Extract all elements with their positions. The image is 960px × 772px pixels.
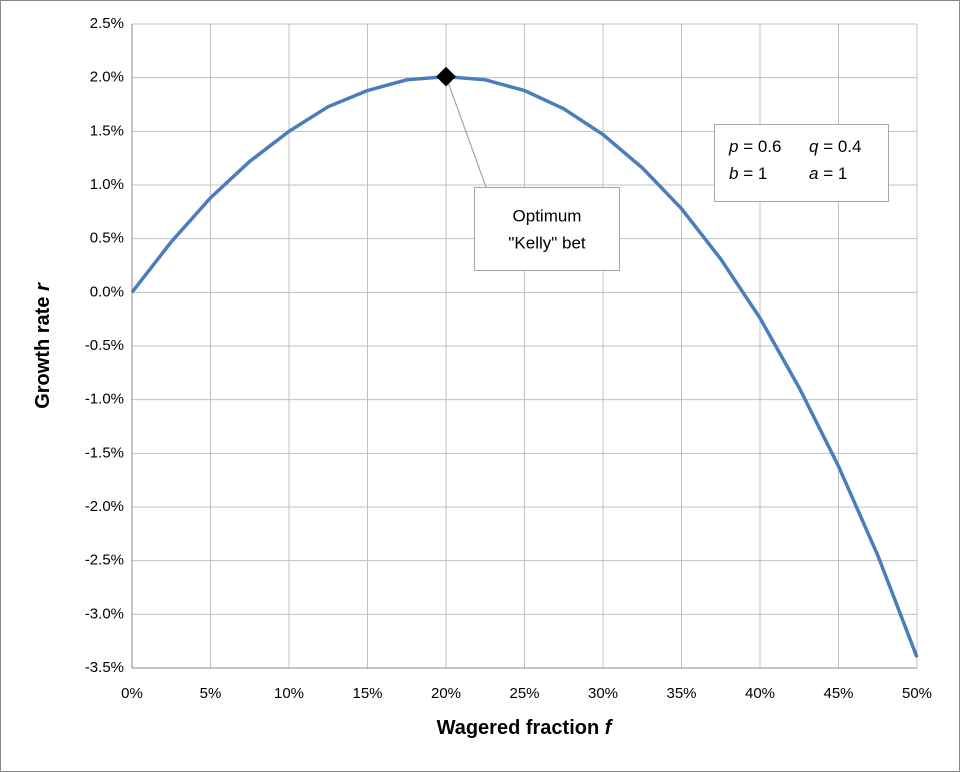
x-tick-label: 15% — [352, 685, 382, 702]
y-tick-label: 1.5% — [90, 122, 124, 139]
x-tick-label: 10% — [274, 685, 304, 702]
parameter-symbol: a — [809, 164, 818, 183]
parameter-symbol: p — [728, 137, 738, 156]
parameter: p = 0.6 — [728, 137, 782, 156]
y-tick-label: -3.0% — [85, 605, 124, 622]
parameter-value: = 1 — [743, 164, 767, 183]
x-axis-title-var: f — [605, 717, 614, 739]
parameter-box — [714, 124, 889, 202]
x-tick-label: 45% — [823, 685, 853, 702]
parameter-value: = 0.4 — [823, 137, 861, 156]
y-tick-label: 2.5% — [90, 15, 124, 32]
annotation-text: "Kelly" bet — [508, 233, 586, 252]
y-tick-label: 2.0% — [90, 69, 124, 86]
leader-line — [445, 76, 487, 188]
parameter-symbol: b — [729, 164, 738, 183]
y-tick-label: -1.0% — [85, 391, 124, 408]
x-tick-label: 25% — [509, 685, 539, 702]
y-tick-label: -1.5% — [85, 444, 124, 461]
x-tick-label: 0% — [121, 685, 143, 702]
y-tick-label: -0.5% — [85, 337, 124, 354]
parameter: b = 1 — [729, 164, 767, 183]
parameter-symbol: q — [809, 137, 819, 156]
y-tick-label: 0.5% — [90, 230, 124, 247]
x-tick-label: 20% — [431, 685, 461, 702]
x-tick-label: 35% — [666, 685, 696, 702]
y-tick-label: 0.0% — [90, 283, 124, 300]
y-tick-label: -2.0% — [85, 498, 124, 515]
x-tick-label: 50% — [902, 685, 932, 702]
annotation-box — [474, 187, 620, 271]
annotation-text: Optimum — [513, 206, 582, 225]
parameter: a = 1 — [809, 164, 847, 183]
y-tick-label: -2.5% — [85, 552, 124, 569]
x-tick-label: 40% — [745, 685, 775, 702]
parameter-value: = 1 — [823, 164, 847, 183]
optimum-marker — [436, 66, 456, 87]
x-tick-label: 5% — [200, 685, 222, 702]
y-tick-label: -3.5% — [85, 659, 124, 676]
data-line — [130, 74, 919, 658]
parameter: q = 0.4 — [809, 137, 862, 156]
x-tick-label: 30% — [588, 685, 618, 702]
y-axis-title: Growth rate r — [32, 282, 54, 409]
y-axis-title-text: Growth rate — [32, 297, 54, 409]
x-axis-title-text: Wagered fraction — [437, 717, 600, 739]
y-axis-title-var: r — [32, 282, 54, 291]
x-axis-title: Wagered fraction f — [437, 717, 614, 739]
parameter-value: = 0.6 — [743, 137, 781, 156]
y-tick-label: 1.0% — [90, 176, 124, 193]
